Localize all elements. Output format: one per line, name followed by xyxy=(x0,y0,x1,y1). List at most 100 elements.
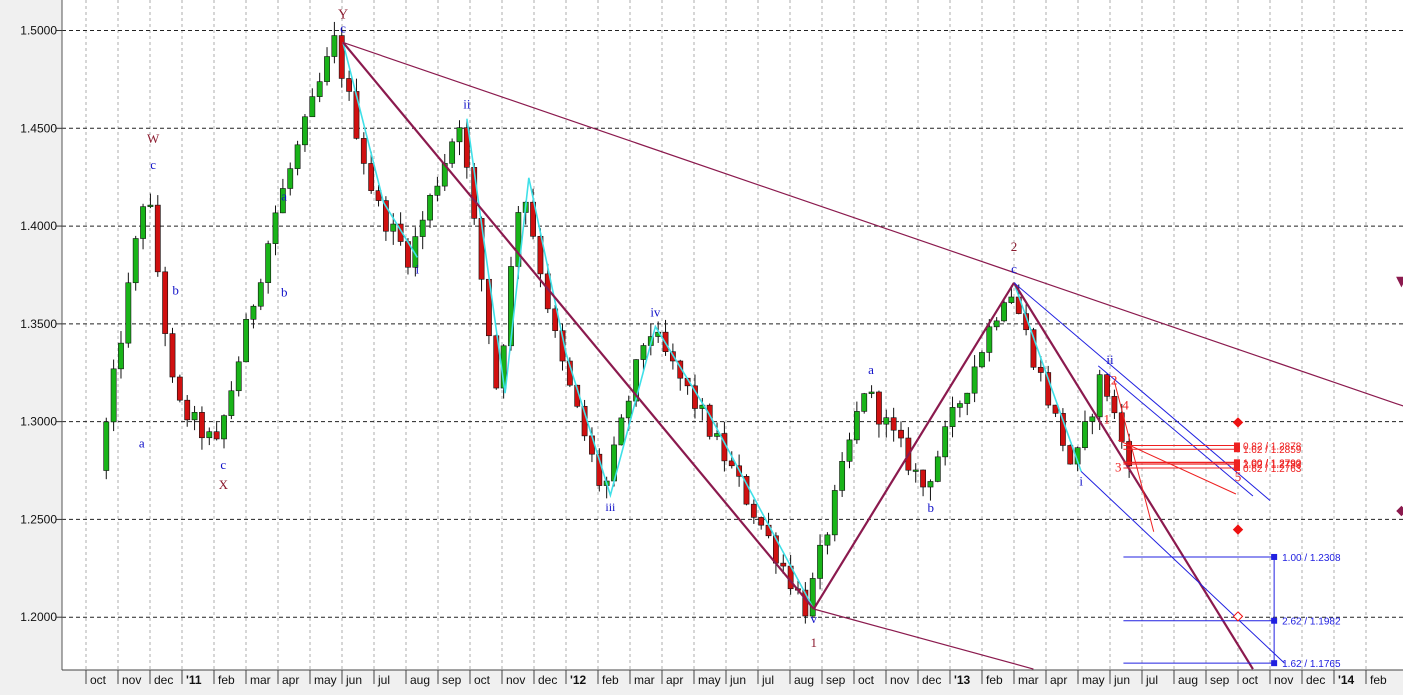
candle-body xyxy=(347,78,352,91)
x-tick-label: may xyxy=(1082,673,1105,687)
candle-body xyxy=(972,367,977,393)
candle-body xyxy=(869,392,874,394)
blue-level-handle xyxy=(1271,554,1277,560)
candle-body xyxy=(928,481,933,487)
wave-label: 1 xyxy=(810,635,817,650)
wave-label: i xyxy=(1079,474,1083,489)
wave-label: iv xyxy=(650,305,661,320)
candle-body xyxy=(987,327,992,353)
up-candle xyxy=(862,393,867,414)
up-candle xyxy=(979,350,984,368)
x-tick-label: nov xyxy=(890,673,909,687)
x-tick-label: sep xyxy=(826,673,846,687)
candle-body xyxy=(163,272,168,334)
up-candle xyxy=(243,313,248,362)
wave-label: b xyxy=(281,285,288,300)
candle-body xyxy=(759,517,764,525)
down-candle xyxy=(339,28,344,88)
candle-body xyxy=(140,207,145,239)
y-tick-label: 1.3500 xyxy=(20,317,57,331)
candle-body xyxy=(420,220,425,236)
x-tick-label: aug xyxy=(1178,673,1198,687)
x-tick-label: '11 xyxy=(186,673,202,687)
wave-label: X xyxy=(219,477,229,492)
plot-area xyxy=(62,0,1403,670)
up-candle xyxy=(236,356,241,396)
red-level-handle xyxy=(1234,446,1240,452)
x-tick-label: aug xyxy=(410,673,430,687)
wave-label: c xyxy=(220,457,226,472)
y-tick-label: 1.2500 xyxy=(20,512,57,526)
x-tick-label: apr xyxy=(666,673,683,687)
wave-label: b xyxy=(928,500,935,515)
candle-body xyxy=(369,163,374,190)
candle-body xyxy=(825,535,830,545)
y-tick-label: 1.4500 xyxy=(20,121,57,135)
wave-label: ii xyxy=(463,97,471,112)
wave-label: iii xyxy=(605,500,616,514)
up-candle xyxy=(832,485,837,541)
red-level-label: 0.62 / 1.2763 xyxy=(1243,464,1302,475)
x-tick-label: jun xyxy=(1113,673,1130,687)
candle-body xyxy=(111,369,116,422)
candle-body xyxy=(457,128,462,142)
blue-level-label: 1.00 / 1.2308 xyxy=(1282,553,1341,564)
candle-body xyxy=(435,186,440,195)
candle-body xyxy=(979,352,984,366)
candle-body xyxy=(361,138,366,163)
x-tick-label: dec xyxy=(1306,673,1325,687)
y-tick-label: 1.4000 xyxy=(20,219,57,233)
x-tick-label: sep xyxy=(1210,673,1230,687)
x-tick-label: oct xyxy=(858,673,875,687)
up-candle xyxy=(619,414,624,445)
x-tick-label: may xyxy=(314,673,337,687)
candle-body xyxy=(862,394,867,412)
down-candle xyxy=(155,195,160,277)
wave-label: v xyxy=(810,611,817,626)
candle-body xyxy=(317,82,322,97)
candle-body xyxy=(957,404,962,408)
x-tick-label: dec xyxy=(538,673,557,687)
candle-body xyxy=(126,283,131,343)
x-tick-label: feb xyxy=(602,673,619,687)
wave-label: a xyxy=(868,362,874,377)
candle-body xyxy=(170,334,175,377)
y-tick-label: 1.2000 xyxy=(20,610,57,624)
candle-body xyxy=(891,418,896,431)
candle-body xyxy=(177,377,182,400)
x-tick-label: jul xyxy=(1145,673,1158,687)
wave-label: i xyxy=(416,261,420,276)
candle-body xyxy=(994,321,999,327)
x-tick-label: nov xyxy=(1274,673,1293,687)
candle-body xyxy=(1082,422,1087,448)
candle-body xyxy=(185,400,190,420)
candle-body xyxy=(133,239,138,283)
wave-label: 2 xyxy=(1111,373,1118,388)
x-tick-label: nov xyxy=(122,673,141,687)
wave-label: 3 xyxy=(1115,459,1122,474)
x-tick-label: apr xyxy=(282,673,299,687)
up-candle xyxy=(258,279,263,310)
x-tick-label: may xyxy=(698,673,721,687)
blue-level-label: 1.62 / 1.1765 xyxy=(1282,659,1341,670)
x-tick-label: apr xyxy=(1050,673,1067,687)
up-candle xyxy=(111,360,116,432)
candle-body xyxy=(229,391,234,416)
wave-label: c xyxy=(150,157,156,172)
wave-label: 1 xyxy=(1104,412,1111,427)
candle-body xyxy=(1090,417,1095,422)
candle-body xyxy=(876,392,881,424)
candle-body xyxy=(302,117,307,145)
wave-label: ii xyxy=(1106,352,1114,367)
blue-level-handle xyxy=(1271,618,1277,624)
candle-body xyxy=(1104,375,1109,397)
candle-body xyxy=(199,412,204,437)
wave-label: 4 xyxy=(1122,397,1129,412)
x-tick-label: feb xyxy=(986,673,1003,687)
candle-body xyxy=(1009,297,1014,303)
x-tick-label: feb xyxy=(218,673,235,687)
candle-body xyxy=(1038,367,1043,372)
x-tick-label: oct xyxy=(90,673,107,687)
